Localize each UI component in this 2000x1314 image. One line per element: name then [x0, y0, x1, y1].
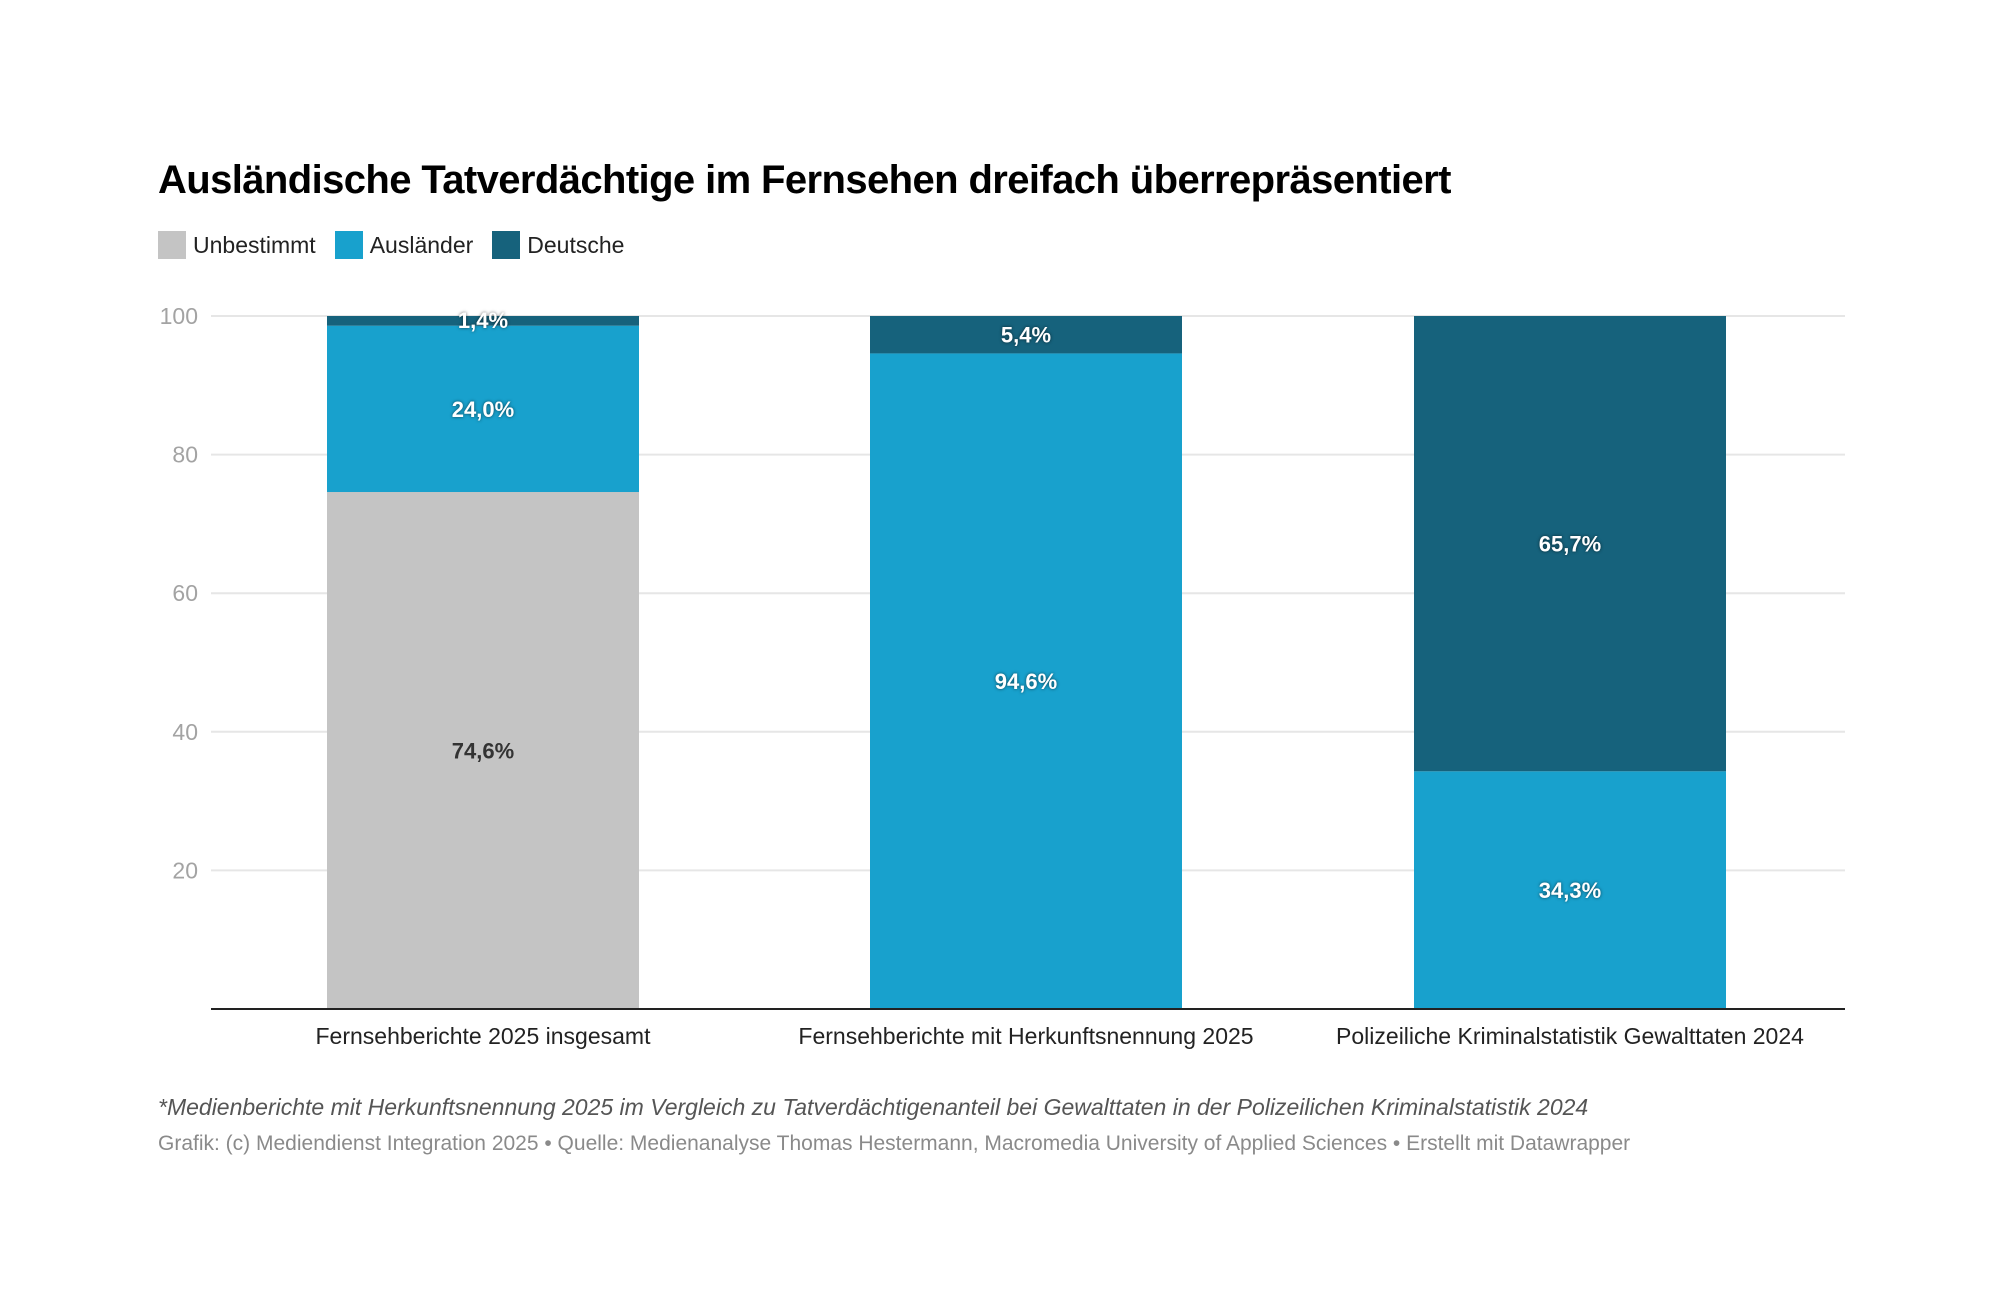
bar-segment-deutsche [327, 316, 639, 326]
legend-item-deutsche: Deutsche [492, 231, 624, 259]
y-tick-label: 20 [172, 857, 198, 883]
legend-swatch-unbestimmt [158, 231, 186, 259]
bar-segment-unbestimmt [327, 492, 639, 1010]
bar-segment-auslnder [1414, 771, 1726, 1009]
value-label: 34,3% [1539, 878, 1601, 903]
legend-label-auslaender: Ausländer [369, 231, 474, 258]
bar-segment-deutsche [870, 316, 1182, 354]
value-label: 74,6% [452, 739, 514, 764]
x-tick-label: Fernsehberichte mit Herkunftsnennung 202… [798, 1023, 1253, 1049]
source-line: Grafik: (c) Mediendienst Integration 202… [158, 1132, 1631, 1155]
legend-item-auslaender: Ausländer [334, 231, 474, 259]
value-label: 5,4% [1001, 323, 1051, 348]
legend-label-deutsche: Deutsche [527, 231, 625, 258]
x-tick-label: Fernsehberichte 2025 insgesamt [316, 1023, 652, 1049]
x-tick-label: Polizeiliche Kriminalstatistik Gewalttat… [1336, 1023, 1804, 1049]
legend: Unbestimmt Ausländer Deutsche [158, 231, 643, 259]
y-tick-label: 40 [172, 719, 198, 745]
value-label: 1,4% [458, 308, 508, 333]
legend-label-unbestimmt: Unbestimmt [193, 231, 316, 258]
value-label: 65,7% [1539, 532, 1601, 557]
value-label: 24,0% [452, 397, 514, 422]
y-tick-label: 100 [160, 303, 198, 329]
legend-swatch-deutsche [492, 231, 521, 259]
bar-segment-auslnder [870, 353, 1182, 1009]
y-tick-label: 80 [172, 442, 198, 468]
bar-segment-auslnder [327, 325, 639, 493]
footnote: *Medienberichte mit Herkunftsnennung 202… [158, 1094, 1589, 1120]
legend-item-unbestimmt: Unbestimmt [158, 231, 316, 259]
bar-segment-deutsche [1414, 316, 1726, 772]
value-label: 94,6% [995, 669, 1057, 694]
y-tick-label: 60 [172, 580, 198, 606]
chart-title: Ausländische Tatverdächtige im Fernsehen… [158, 158, 1451, 202]
legend-swatch-auslaender [334, 231, 363, 259]
